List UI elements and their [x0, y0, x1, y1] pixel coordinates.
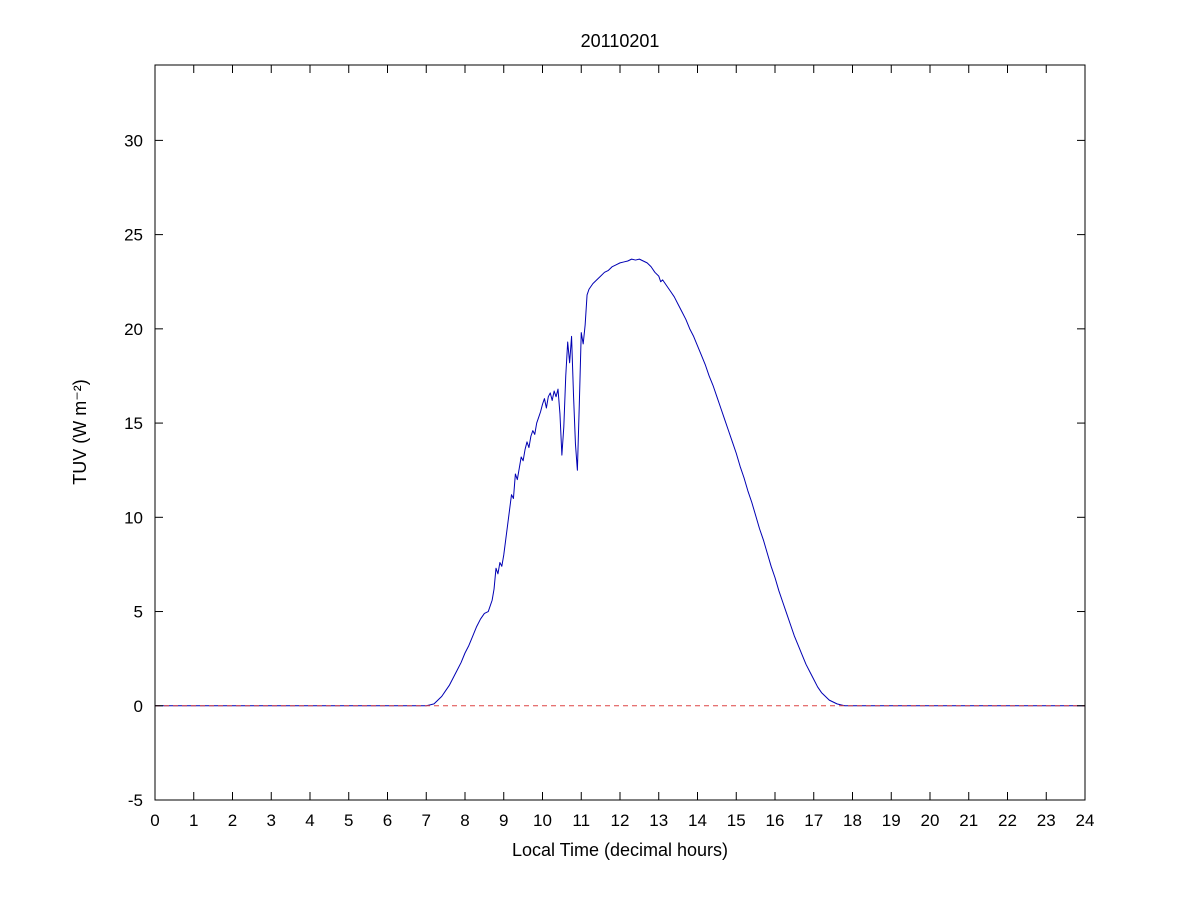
- plot-title: 20110201: [581, 31, 660, 51]
- x-tick-label: 18: [843, 811, 862, 830]
- x-tick-label: 10: [533, 811, 552, 830]
- x-tick-label: 7: [422, 811, 431, 830]
- chart-layer: 0 1 2 3 4 5 6 7 8 9 10 11 12 13 14 15 16 17 18 19 20 21 22 23 24…: [124, 64, 1095, 830]
- y-tick-label: 30: [124, 131, 143, 150]
- x-tick-label: 4: [305, 811, 314, 830]
- x-tick-label: 16: [766, 811, 785, 830]
- x-tick-label: 2: [228, 811, 237, 830]
- y-tick-label: 5: [134, 603, 143, 622]
- x-tick-label: 20: [921, 811, 940, 830]
- x-tick-label: 14: [688, 811, 707, 830]
- x-tick-label: 11: [572, 811, 590, 830]
- y-tick-label: 20: [124, 320, 143, 339]
- x-tick-label: 6: [383, 811, 392, 830]
- x-tick-label: 0: [150, 811, 159, 830]
- data-line-tuv: [155, 258, 1085, 707]
- x-tick-label: 5: [344, 811, 353, 830]
- y-tick-label: 0: [134, 697, 143, 716]
- x-tick-label: 8: [460, 811, 469, 830]
- y-axis-label: TUV (W m⁻²): [70, 379, 90, 484]
- x-tick-label: 13: [649, 811, 668, 830]
- x-tick-label: 17: [804, 811, 823, 830]
- x-tick-label: 21: [959, 811, 978, 830]
- y-tick-label: 15: [124, 414, 143, 433]
- y-tick-label: 10: [124, 508, 143, 527]
- y-tick-label: 25: [124, 226, 143, 245]
- x-tick-label: 22: [998, 811, 1017, 830]
- x-tick-label: 24: [1076, 811, 1095, 830]
- x-tick-label: 15: [727, 811, 746, 830]
- x-axis-label: Local Time (decimal hours): [512, 840, 728, 860]
- x-tick-label: 9: [499, 811, 508, 830]
- x-tick-label: 1: [189, 811, 198, 830]
- x-tick-label: 19: [882, 811, 901, 830]
- y-tick-label: -5: [128, 791, 143, 810]
- x-tick-label: 3: [267, 811, 276, 830]
- x-tick-label: 23: [1037, 811, 1056, 830]
- x-tick-label: 12: [611, 811, 630, 830]
- axes-box: [154, 64, 1086, 801]
